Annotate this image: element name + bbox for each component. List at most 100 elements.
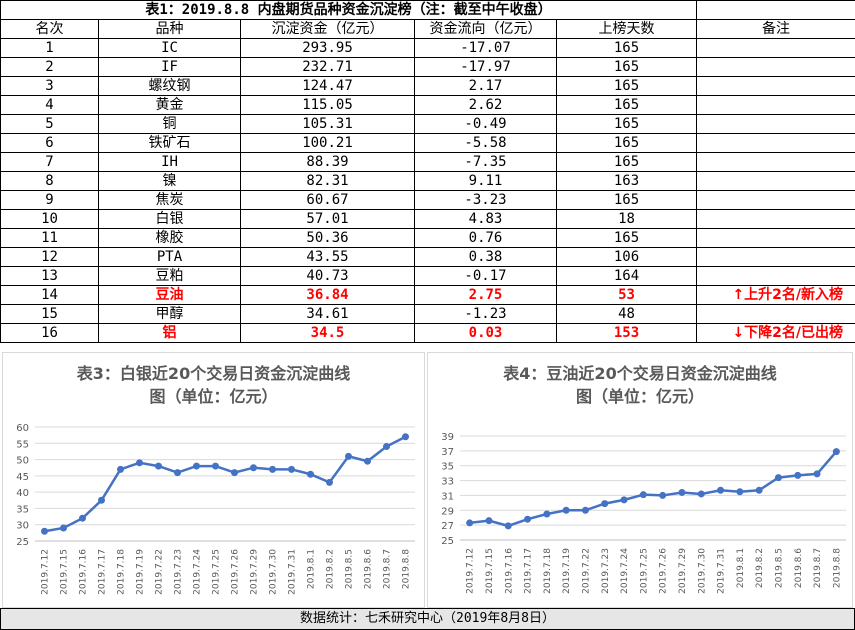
x-tick-label: 2019.7.26 (659, 548, 669, 594)
x-tick-label: 2019.7.25 (212, 549, 222, 595)
data-point (813, 470, 821, 478)
fund-cell: 88.39 (240, 152, 415, 172)
rank-cell: 8 (0, 171, 99, 191)
fund-cell: 115.05 (240, 95, 415, 115)
fund-cell: 43.55 (240, 247, 415, 267)
data-point (212, 462, 219, 470)
y-tick-label: 50 (16, 456, 29, 467)
data-point (193, 462, 200, 470)
fund-cell: 50.36 (240, 228, 415, 248)
days-cell: 106 (555, 247, 698, 267)
data-point (794, 471, 802, 479)
flow-cell: -7.35 (414, 152, 557, 172)
data-point (581, 506, 589, 514)
x-tick-label: 2019.7.30 (697, 548, 707, 594)
y-tick-label: 27 (441, 521, 454, 532)
note-cell (696, 152, 855, 172)
table-row: 1 IC 293.95 -17.07 165 (0, 38, 855, 58)
rank-cell: 13 (0, 266, 99, 286)
data-point (755, 486, 763, 494)
days-cell: 165 (555, 133, 698, 153)
y-tick-label: 35 (16, 504, 29, 515)
note-cell (696, 38, 855, 58)
name-cell: 豆油 (98, 285, 241, 305)
x-tick-label: 2019.7.18 (543, 548, 553, 594)
fund-cell: 40.73 (240, 266, 415, 286)
rank-cell: 2 (0, 57, 99, 77)
note-cell (696, 228, 855, 248)
table-row: 7 IH 88.39 -7.35 165 (0, 152, 855, 172)
rank-cell: 1 (0, 38, 99, 58)
flow-cell: -1.23 (414, 304, 557, 324)
fund-cell: 100.21 (240, 133, 415, 153)
x-tick-label: 2019.8.2 (326, 549, 336, 589)
data-point (117, 465, 124, 473)
x-tick-label: 2019.8.6 (794, 548, 804, 588)
days-cell: 165 (555, 95, 698, 115)
name-cell: 白银 (98, 209, 241, 229)
table-row: 8 镍 82.31 9.11 163 (0, 171, 855, 191)
data-point (620, 496, 628, 504)
table-row: 2 IF 232.71 -17.97 165 (0, 57, 855, 77)
table-header-row: 名次 品种 沉淀资金（亿元） 资金流向（亿元） 上榜天数 备注 (0, 19, 855, 39)
x-tick-label: 2019.7.15 (485, 548, 495, 594)
days-cell: 165 (555, 152, 698, 172)
table-row: 11 橡胶 50.36 0.76 165 (0, 228, 855, 248)
days-cell: 165 (555, 57, 698, 77)
y-tick-label: 39 (441, 432, 454, 443)
x-tick-label: 2019.7.17 (524, 548, 534, 594)
flow-cell: 0.03 (414, 323, 557, 343)
y-tick-label: 37 (441, 447, 454, 458)
rank-cell: 9 (0, 190, 99, 210)
x-tick-label: 2019.7.31 (717, 548, 727, 594)
days-cell: 165 (555, 114, 698, 134)
x-tick-label: 2019.8.7 (813, 548, 823, 588)
data-point (485, 517, 493, 525)
flow-cell: 2.62 (414, 95, 557, 115)
rank-cell: 10 (0, 209, 99, 229)
fund-cell: 232.71 (240, 57, 415, 77)
x-tick-label: 2019.7.30 (269, 549, 279, 595)
flow-cell: 2.17 (414, 76, 557, 96)
y-tick-label: 40 (16, 488, 29, 499)
x-tick-label: 2019.7.16 (504, 548, 514, 594)
silver-line-chart: 25 30 35 40 45 50 55 60 2019.7.12 2019.7.15 2019.7… (16, 423, 415, 595)
x-tick-label: 2019.7.17 (98, 549, 108, 595)
y-tick-label: 60 (16, 423, 29, 434)
header-flow: 资金流向（亿元） (414, 19, 557, 39)
name-cell: 镍 (98, 171, 241, 191)
y-tick-label: 29 (441, 506, 454, 517)
data-point (639, 491, 647, 499)
x-tick-label: 2019.7.18 (117, 549, 127, 595)
note-cell (696, 190, 855, 210)
name-cell: 甲醇 (98, 304, 241, 324)
y-tick-label: 45 (16, 472, 29, 483)
fund-cell: 105.31 (240, 114, 415, 134)
flow-cell: -17.07 (414, 38, 557, 58)
rank-cell: 15 (0, 304, 99, 324)
fund-cell: 57.01 (240, 209, 415, 229)
y-tick-label: 31 (441, 491, 454, 502)
days-cell: 164 (555, 266, 698, 286)
fund-cell: 124.47 (240, 76, 415, 96)
data-point (174, 469, 181, 477)
x-tick-label: 2019.7.23 (174, 549, 184, 595)
x-tick-label: 2019.7.24 (620, 548, 630, 594)
x-tick-label: 2019.7.29 (250, 549, 260, 595)
data-point (326, 478, 333, 486)
y-tick-label: 25 (16, 537, 29, 548)
flow-cell: 0.76 (414, 228, 557, 248)
x-tick-label: 2019.7.25 (639, 548, 649, 594)
data-point (402, 433, 409, 441)
data-point (364, 457, 371, 465)
name-cell: 铜 (98, 114, 241, 134)
name-cell: 豆粕 (98, 266, 241, 286)
silver-chart-title-line2: 图（单位：亿元） (149, 387, 278, 406)
flow-cell: 0.38 (414, 247, 557, 267)
y-tick-label: 25 (441, 536, 454, 547)
note-cell (696, 95, 855, 115)
rank-cell: 12 (0, 247, 99, 267)
header-fund: 沉淀资金（亿元） (240, 19, 415, 39)
footer-source: 数据统计：七禾研究中心（2019年8月8日） (0, 608, 855, 630)
note-cell (696, 247, 855, 267)
